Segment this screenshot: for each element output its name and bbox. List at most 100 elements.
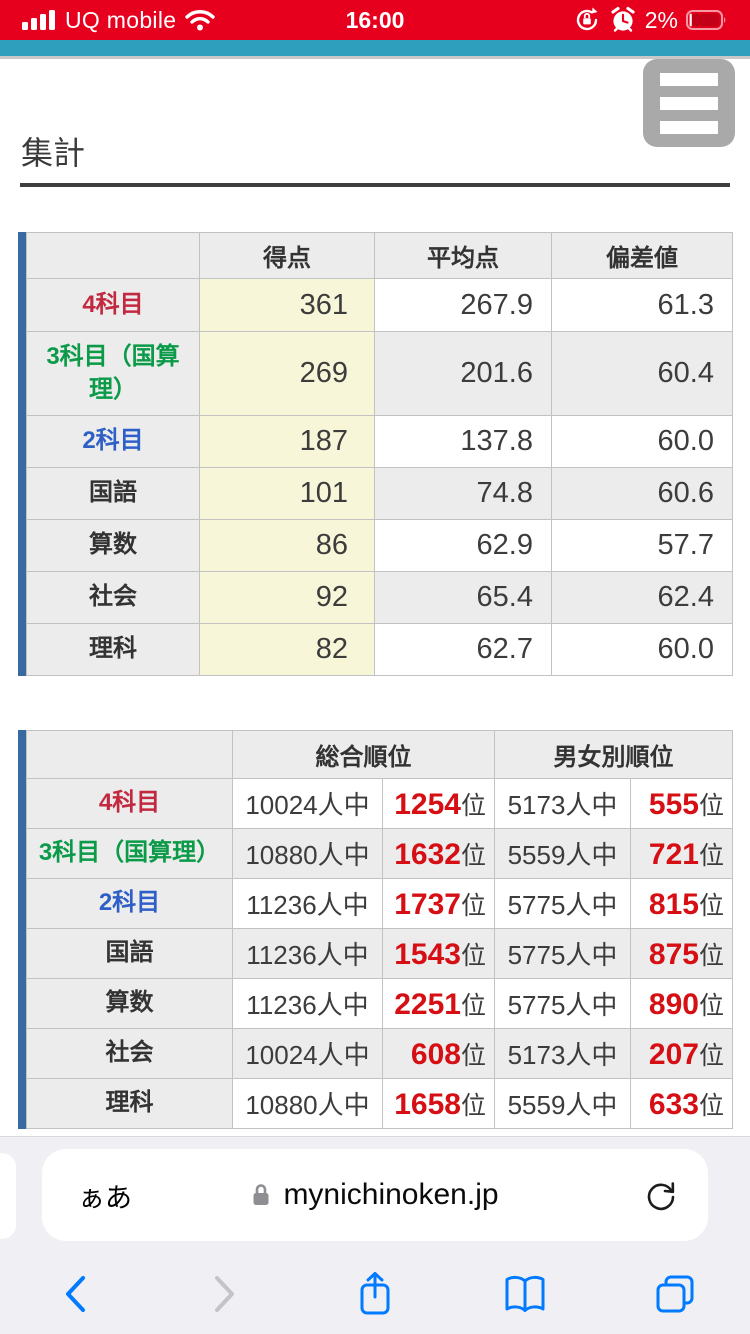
col-average: 平均点: [374, 232, 552, 279]
forward-icon: [215, 1276, 234, 1312]
row-label: 2科目: [26, 878, 233, 929]
table-row: 算数 11236人中 2251位 5775人中 890位: [26, 978, 733, 1029]
deviation-cell: 60.6: [551, 467, 733, 520]
reader-options-button[interactable]: ぁあ: [78, 1176, 132, 1215]
overall-total-cell: 10880人中: [232, 1078, 383, 1129]
share-icon: [360, 1272, 390, 1315]
gender-rank-cell: 815位: [630, 878, 733, 929]
gender-total-cell: 5559人中: [494, 1078, 631, 1129]
gender-total-cell: 5775人中: [494, 978, 631, 1029]
back-icon: [66, 1276, 85, 1312]
row-label: 2科目: [26, 415, 200, 468]
table-row: 4科目 361 267.9 61.3: [26, 278, 733, 332]
col-deviation: 偏差値: [551, 232, 733, 279]
title-underline: [20, 183, 730, 187]
reload-icon: [647, 1182, 675, 1211]
score-cell: 82: [199, 623, 375, 676]
forward-button[interactable]: [150, 1274, 300, 1314]
deviation-cell: 62.4: [551, 571, 733, 624]
table-row: 理科 10880人中 1658位 5559人中 633位: [26, 1078, 733, 1129]
table-row: 国語 101 74.8 60.6: [26, 467, 733, 520]
signal-strength-icon: [22, 10, 55, 30]
page-title: 集計: [21, 135, 86, 171]
gender-total-cell: 5775人中: [494, 928, 631, 979]
deviation-cell: 60.0: [551, 623, 733, 676]
average-cell: 65.4: [374, 571, 552, 624]
deviation-cell: 61.3: [551, 278, 733, 332]
url-domain: mynichinoken.jp: [283, 1178, 499, 1211]
table-row: 2科目 11236人中 1737位 5775人中 815位: [26, 878, 733, 929]
share-button[interactable]: [300, 1270, 450, 1318]
gender-rank-cell: 875位: [630, 928, 733, 979]
col-gender-rank: 男女別順位: [494, 730, 733, 779]
overall-total-cell: 10024人中: [232, 1028, 383, 1079]
gender-total-cell: 5173人中: [494, 1028, 631, 1079]
tabs-button[interactable]: [600, 1273, 750, 1315]
overall-rank-cell: 1254位: [382, 778, 495, 829]
overall-total-cell: 11236人中: [232, 878, 383, 929]
corner-cell: [26, 730, 233, 779]
table-row: 社会 10024人中 608位 5173人中 207位: [26, 1028, 733, 1079]
gender-rank-cell: 555位: [630, 778, 733, 829]
reload-button[interactable]: [644, 1178, 678, 1212]
average-cell: 74.8: [374, 467, 552, 520]
battery-percent-label: 2%: [644, 6, 678, 33]
row-label: 4科目: [26, 278, 200, 332]
score-table: 得点 平均点 偏差値 4科目 361 267.9 61.3 3科目（国算理） 2…: [18, 232, 733, 676]
table-row: 社会 92 65.4 62.4: [26, 571, 733, 624]
table-row: 理科 82 62.7 60.0: [26, 623, 733, 676]
wifi-icon: [185, 10, 216, 31]
deviation-cell: 57.7: [551, 519, 733, 572]
row-label: 社会: [26, 1028, 233, 1079]
site-header-accent-bar: [0, 40, 750, 56]
row-label: 3科目（国算理）: [26, 331, 200, 416]
safari-bottom-bar: ぁあ mynichinoken.jp: [0, 1136, 750, 1334]
row-label: 3科目（国算理）: [26, 828, 233, 879]
row-label: 4科目: [26, 778, 233, 829]
rank-table: 総合順位 男女別順位 4科目 10024人中 1254位 5173人中 555位…: [18, 730, 733, 1129]
deviation-cell: 60.0: [551, 415, 733, 468]
hamburger-menu-button[interactable]: [643, 59, 735, 147]
row-label: 算数: [26, 978, 233, 1029]
score-cell: 86: [199, 519, 375, 572]
overall-rank-cell: 1543位: [382, 928, 495, 979]
bookmarks-button[interactable]: [450, 1273, 600, 1315]
alarm-icon: [611, 6, 635, 32]
table-row: 2科目 187 137.8 60.0: [26, 415, 733, 468]
bookmarks-icon: [505, 1275, 545, 1312]
row-label: 社会: [26, 571, 200, 624]
overall-rank-cell: 2251位: [382, 978, 495, 1029]
overall-total-cell: 10024人中: [232, 778, 383, 829]
rank-table-header-row: 総合順位 男女別順位: [26, 730, 733, 779]
gender-total-cell: 5559人中: [494, 828, 631, 879]
table-row: 4科目 10024人中 1254位 5173人中 555位: [26, 778, 733, 829]
battery-icon: [686, 10, 726, 30]
header-divider: [0, 56, 750, 59]
row-label: 理科: [26, 623, 200, 676]
table-row: 3科目（国算理） 269 201.6 60.4: [26, 331, 733, 416]
table-row: 3科目（国算理） 10880人中 1632位 5559人中 721位: [26, 828, 733, 879]
col-overall-rank: 総合順位: [232, 730, 495, 779]
row-label: 国語: [26, 928, 233, 979]
overall-rank-cell: 1737位: [382, 878, 495, 929]
lock-icon: [253, 1184, 269, 1205]
score-cell: 187: [199, 415, 375, 468]
hamburger-menu-icon: [660, 72, 718, 86]
back-button[interactable]: [0, 1274, 150, 1314]
address-bar[interactable]: ぁあ mynichinoken.jp: [42, 1149, 708, 1241]
score-cell: 92: [199, 571, 375, 624]
adjacent-tab-peek[interactable]: [0, 1153, 16, 1239]
overall-total-cell: 11236人中: [232, 928, 383, 979]
overall-total-cell: 10880人中: [232, 828, 383, 879]
overall-rank-cell: 1658位: [382, 1078, 495, 1129]
table-row: 算数 86 62.9 57.7: [26, 519, 733, 572]
score-cell: 269: [199, 331, 375, 416]
score-cell: 361: [199, 278, 375, 332]
gender-total-cell: 5173人中: [494, 778, 631, 829]
status-bar: UQ mobile 16:00: [0, 0, 750, 40]
row-label: 理科: [26, 1078, 233, 1129]
gender-rank-cell: 890位: [630, 978, 733, 1029]
average-cell: 267.9: [374, 278, 552, 332]
col-score: 得点: [199, 232, 375, 279]
